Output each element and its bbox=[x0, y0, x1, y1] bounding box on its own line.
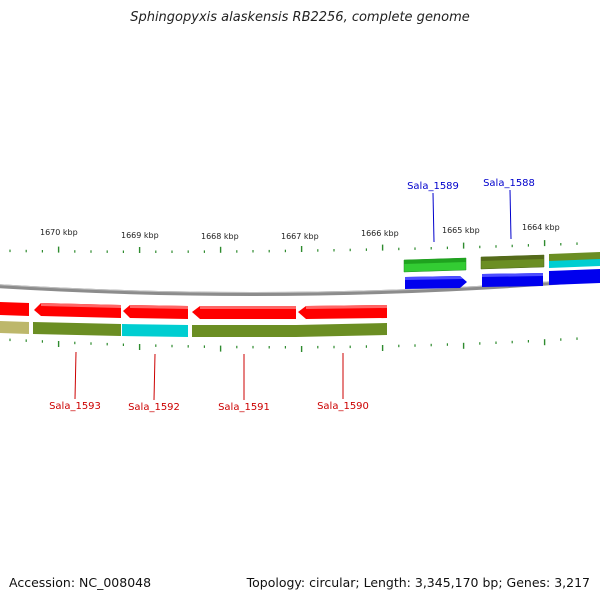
gene-sala-1590-feature[interactable] bbox=[296, 323, 387, 337]
gene-next-cds[interactable] bbox=[549, 269, 600, 285]
gene-label-sala-1588[interactable]: Sala_1588 bbox=[483, 178, 535, 189]
gene-left-cds[interactable] bbox=[0, 302, 29, 316]
reverse-gene-track bbox=[0, 302, 387, 337]
map-title: Sphingopyxis alaskensis RB2256, complete… bbox=[130, 10, 470, 25]
scale-label-1668: 1668 kbp bbox=[201, 232, 239, 241]
gene-leader-lines bbox=[74, 189, 512, 401]
tick-track-bottom bbox=[9, 337, 578, 352]
gene-sala-1591-cds[interactable] bbox=[192, 306, 296, 319]
scale-labels: 1670 kbp 1669 kbp 1668 kbp 1667 kbp 1666… bbox=[40, 223, 560, 241]
gene-label-sala-1589[interactable]: Sala_1589 bbox=[407, 181, 459, 192]
scale-label-1670: 1670 kbp bbox=[40, 228, 78, 237]
gene-sala-1593-feature[interactable] bbox=[33, 322, 121, 336]
gene-left-feature[interactable] bbox=[0, 321, 29, 334]
gene-label-sala-1592[interactable]: Sala_1592 bbox=[128, 402, 180, 413]
scale-label-1666: 1666 kbp bbox=[361, 229, 399, 238]
forward-gene-track bbox=[403, 252, 600, 289]
scale-label-1667: 1667 kbp bbox=[281, 232, 319, 241]
gene-label-sala-1591[interactable]: Sala_1591 bbox=[218, 402, 270, 413]
scale-label-1664: 1664 kbp bbox=[522, 223, 560, 232]
gene-label-sala-1593[interactable]: Sala_1593 bbox=[49, 401, 101, 412]
scale-label-1669: 1669 kbp bbox=[121, 231, 159, 240]
genome-summary-text: Topology: circular; Length: 3,345,170 bp… bbox=[246, 575, 590, 590]
gene-sala-1592-feature[interactable] bbox=[122, 324, 188, 337]
tick-track-top bbox=[9, 240, 578, 253]
gene-label-sala-1590[interactable]: Sala_1590 bbox=[317, 401, 369, 412]
gene-sala-1591-feature[interactable] bbox=[192, 325, 296, 337]
scale-label-1665: 1665 kbp bbox=[442, 226, 480, 235]
accession-text: Accession: NC_008048 bbox=[9, 575, 152, 590]
